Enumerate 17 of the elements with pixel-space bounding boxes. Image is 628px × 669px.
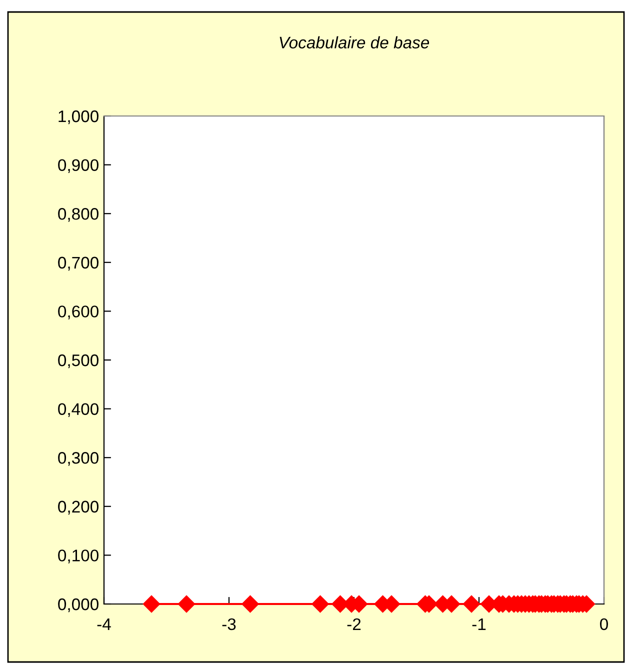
y-tick-label: 1,000 [58,110,98,124]
y-tick-label: 0,800 [58,208,98,222]
y-tick-label: 0,700 [58,256,98,271]
y-tick-label: 0,400 [58,403,98,417]
y-tick-label: 0,300 [58,452,98,466]
chart-title: Vocabulaire de base [280,36,430,48]
x-tick-label: -3 [222,618,236,630]
x-tick-label: -1 [472,618,486,630]
x-tick-label: -4 [97,618,111,630]
y-tick-label: 0,000 [58,598,98,612]
y-tick-label: 0,100 [58,550,98,564]
y-tick-label: 0,900 [58,159,98,173]
y-tick-label: 0,200 [58,500,98,515]
y-tick-label: 0,500 [58,354,98,368]
x-tick-label: -2 [347,618,361,630]
x-tick-label: 0 [600,618,608,630]
y-tick-label: 0,600 [58,306,98,320]
